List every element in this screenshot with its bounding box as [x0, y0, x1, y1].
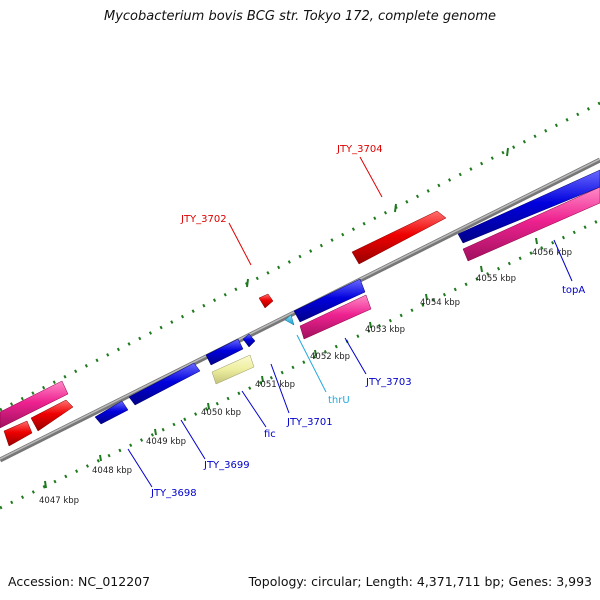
gene-label-jty3704[interactable]: JTY_3704	[336, 144, 383, 155]
scale-label: 4048 kbp	[92, 466, 132, 476]
gene-left-red-small[interactable]	[3, 420, 33, 447]
gene-fic-pale[interactable]	[211, 354, 255, 385]
scale-label: 4050 kbp	[201, 408, 241, 418]
gene-jty3704-arrow[interactable]	[351, 210, 447, 265]
gene-features[interactable]	[0, 169, 600, 447]
scale-label: 4056 kbp	[532, 248, 572, 258]
scale-labels: 4047 kbp 4048 kbp 4049 kbp 4050 kbp 4051…	[39, 248, 572, 506]
inner-tick-track	[0, 218, 600, 510]
gene-label-topa[interactable]: topA	[562, 285, 585, 296]
gene-label-jty3703[interactable]: JTY_3703	[365, 377, 412, 388]
gene-label-jty3699[interactable]: JTY_3699	[203, 460, 250, 471]
major-ticks	[44, 147, 538, 489]
gene-topa-arrow[interactable]	[457, 169, 600, 244]
gene-thru-trna[interactable]	[284, 314, 295, 326]
gene-jty3699-arrow[interactable]	[128, 362, 201, 406]
gene-small-blue[interactable]	[242, 333, 256, 348]
map-title: Mycobacterium bovis BCG str. Tokyo 172, …	[104, 9, 496, 24]
scale-label: 4054 kbp	[420, 298, 460, 308]
gene-right-pink[interactable]	[462, 186, 600, 262]
gene-label-jty3701[interactable]: JTY_3701	[286, 417, 333, 428]
scale-label: 4055 kbp	[476, 274, 516, 284]
outer-tick-track	[0, 101, 600, 412]
gene-jty3703-blue[interactable]	[293, 278, 366, 323]
gene-jty3701-arrow[interactable]	[205, 338, 244, 366]
scale-label: 4049 kbp	[146, 437, 186, 447]
topology-summary: Topology: circular; Length: 4,371,711 bp…	[248, 574, 592, 589]
gene-label-fic[interactable]: fic	[264, 429, 276, 440]
scale-label: 4051 kbp	[255, 380, 295, 390]
gene-left-red-arrow[interactable]	[30, 399, 74, 432]
gene-jty3703-pink[interactable]	[299, 294, 372, 340]
scale-label: 4052 kbp	[310, 352, 350, 362]
accession-text: Accession: NC_012207	[8, 574, 151, 589]
scale-label: 4047 kbp	[39, 496, 79, 506]
gene-left-pink[interactable]	[0, 380, 69, 429]
gene-jty3698-arrow[interactable]	[94, 400, 129, 425]
gene-label-thru[interactable]: thrU	[328, 395, 350, 406]
gene-label-jty3702[interactable]: JTY_3702	[180, 214, 227, 225]
gene-labels: JTY_3704 JTY_3702 topA JTY_3703 thrU JTY…	[150, 144, 585, 499]
gene-label-jty3698[interactable]: JTY_3698	[150, 488, 197, 499]
label-leaders	[127, 156, 573, 488]
gene-jty3702-arrow[interactable]	[258, 293, 274, 309]
scale-label: 4053 kbp	[365, 325, 405, 335]
